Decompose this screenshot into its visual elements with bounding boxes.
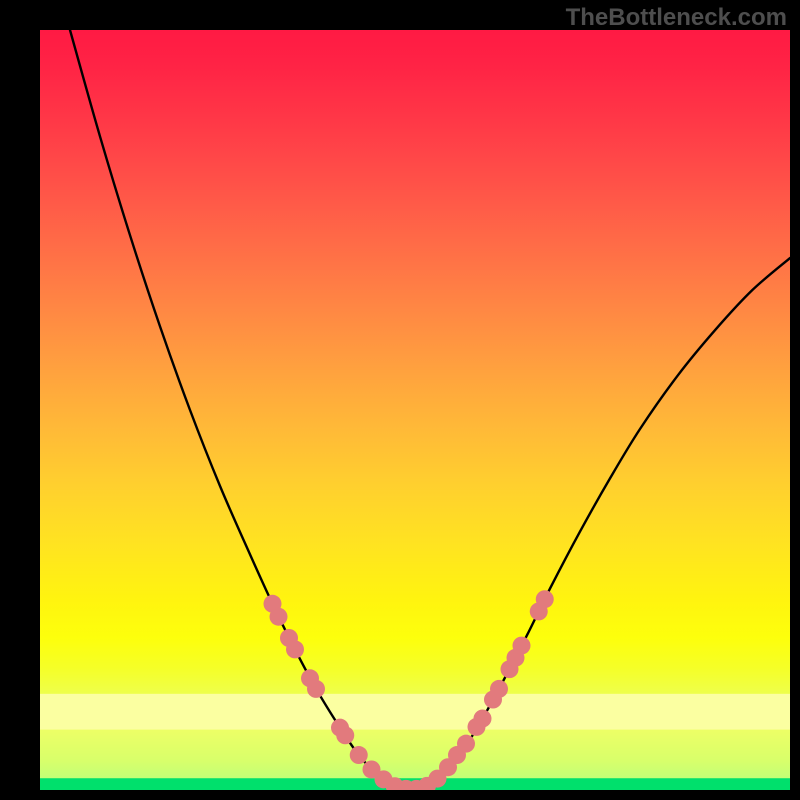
bead-left xyxy=(307,680,325,698)
bead-right xyxy=(457,735,475,753)
chart-container: TheBottleneck.com xyxy=(0,0,800,800)
plot-area xyxy=(40,30,790,790)
bead-left xyxy=(336,726,354,744)
chart-svg xyxy=(40,30,790,790)
bead-right xyxy=(474,710,492,728)
bead-left xyxy=(350,746,368,764)
gradient-background xyxy=(40,30,790,790)
watermark-text: TheBottleneck.com xyxy=(566,4,787,32)
bead-right xyxy=(536,590,554,608)
bead-left xyxy=(270,608,288,626)
bead-right xyxy=(490,680,508,698)
bead-left xyxy=(286,640,304,658)
bead-right xyxy=(513,637,531,655)
